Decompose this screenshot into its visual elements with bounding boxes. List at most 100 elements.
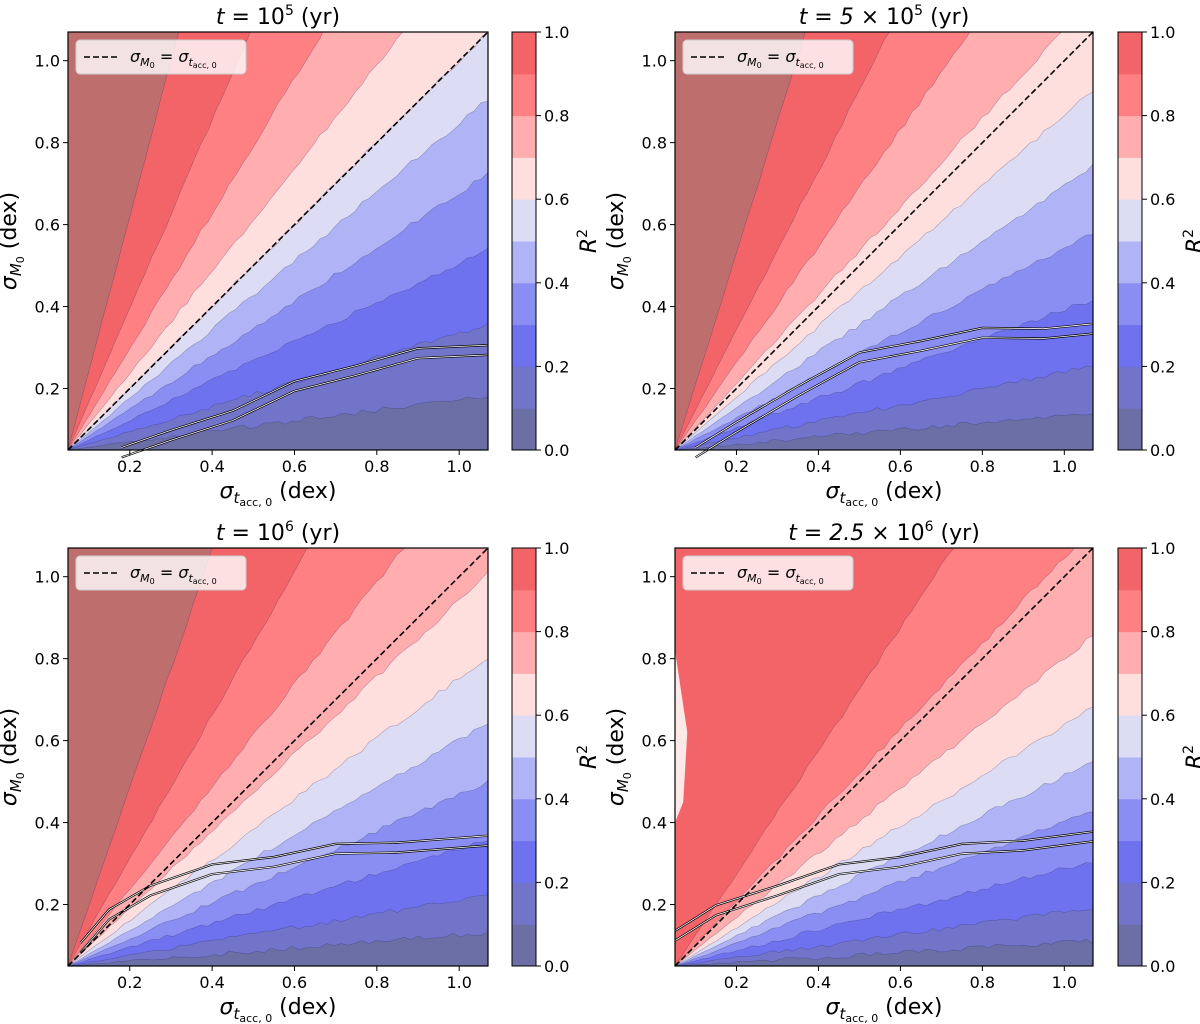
y-tick-label: 0.2	[35, 380, 60, 399]
y-tick-label: 0.6	[642, 216, 667, 235]
colorbar-tick-label: 0.6	[1150, 190, 1175, 209]
colorbar-segment	[1118, 673, 1142, 716]
colorbar-segment	[512, 673, 536, 716]
colorbar-segment	[1118, 840, 1142, 883]
colorbar-segment	[1118, 157, 1142, 200]
colorbar-label: R2	[575, 229, 602, 253]
x-tick-label: 1.0	[446, 457, 471, 476]
colorbar-label: R2	[1181, 745, 1200, 769]
x-axis-label: σtacc, 0 (dex)	[826, 479, 943, 509]
colorbar-segment	[512, 241, 536, 284]
colorbar-tick-label: 0.2	[544, 357, 569, 376]
colorbar-frame	[1117, 31, 1143, 451]
colorbar-segment	[1118, 32, 1142, 75]
colorbar: 0.0 0.2 0.4 0.6 0.8 1.0 R2	[1117, 539, 1200, 976]
x-tick-label: 0.4	[806, 973, 831, 992]
y-tick-label: 1.0	[35, 568, 60, 587]
colorbar-segment	[1118, 924, 1142, 967]
y-tick-label: 0.4	[35, 298, 60, 317]
best-fit-line-inner-2	[80, 835, 489, 944]
x-tick-label: 0.4	[199, 457, 224, 476]
contour-band-white	[675, 650, 688, 823]
colorbar-tick-label: 0.8	[1150, 107, 1175, 126]
y-tick-label: 0.6	[642, 732, 667, 751]
panel-title: t = 5 × 105 (yr)	[799, 3, 970, 30]
y-tick-label: 0.2	[35, 896, 60, 915]
colorbar: 0.0 0.2 0.4 0.6 0.8 1.0 R2	[511, 539, 602, 976]
panel-title: t = 106 (yr)	[216, 519, 340, 546]
x-tick-label: 0.8	[364, 973, 389, 992]
colorbar-segment	[512, 548, 536, 591]
colorbar-segment	[1118, 715, 1142, 758]
colorbar-segment	[512, 73, 536, 117]
colorbar-segment	[1118, 199, 1142, 242]
colorbar-segment	[1118, 589, 1142, 633]
colorbar-tick-label: 0.2	[1150, 873, 1175, 892]
colorbar-segment	[1118, 757, 1142, 800]
x-axis-label: σtacc, 0 (dex)	[220, 995, 337, 1024]
colorbar-segment	[512, 589, 536, 633]
axes-frame	[67, 31, 489, 451]
colorbar-tick-label: 0.6	[1150, 706, 1175, 725]
x-tick-label: 0.4	[199, 973, 224, 992]
legend: σM0 = σtacc, 0	[682, 39, 854, 75]
colorbar-label: R2	[575, 745, 602, 769]
colorbar-tick-label: 0.8	[544, 107, 569, 126]
colorbar-segment	[1118, 241, 1142, 284]
colorbar-segment	[1118, 408, 1142, 451]
colorbar-frame	[511, 547, 537, 967]
contour-band-10	[68, 548, 213, 966]
x-tick-label: 0.8	[970, 973, 995, 992]
colorbar-tick-label: 1.0	[544, 539, 569, 558]
panel-1: 0.2 0.4 0.6 0.8 1.0 0.2 0.4 0.6 0.8 1.0 t = 105 (y…	[0, 3, 602, 509]
x-tick-label: 0.8	[970, 457, 995, 476]
colorbar-segment	[512, 324, 536, 367]
colorbar-segment	[1118, 631, 1142, 674]
colorbar-segment	[512, 282, 536, 326]
contour-band-10	[68, 32, 180, 450]
y-tick-label: 1.0	[642, 568, 667, 587]
colorbar-segment	[512, 366, 536, 409]
x-axis-label: σtacc, 0 (dex)	[826, 995, 943, 1024]
best-fit-line-inner-1	[121, 354, 489, 458]
legend-label: σM0 = σtacc, 0	[130, 563, 217, 586]
x-tick-label: 0.6	[282, 973, 307, 992]
x-tick-label: 1.0	[1052, 457, 1077, 476]
colorbar-frame	[1117, 547, 1143, 967]
legend: σM0 = σtacc, 0	[682, 555, 854, 591]
colorbar-tick-label: 0.2	[1150, 357, 1175, 376]
best-fit-line-inner-2	[674, 831, 1094, 932]
x-tick-label: 0.6	[888, 973, 913, 992]
y-tick-label: 0.8	[642, 650, 667, 669]
colorbar-tick-label: 0.0	[1150, 441, 1175, 460]
axes-frame	[674, 31, 1094, 451]
best-fit-line-inner-1	[80, 845, 489, 954]
colorbar-tick-label: 1.0	[1150, 539, 1175, 558]
x-tick-label: 0.6	[282, 457, 307, 476]
legend: σM0 = σtacc, 0	[75, 39, 247, 75]
colorbar-segment	[512, 798, 536, 842]
colorbar-tick-label: 0.8	[1150, 623, 1175, 642]
panel-title: t = 2.5 × 106 (yr)	[788, 519, 980, 546]
x-tick-label: 0.6	[888, 457, 913, 476]
y-axis-label: σM0 (dex)	[604, 192, 634, 290]
x-tick-label: 0.2	[117, 457, 142, 476]
colorbar-segment	[512, 715, 536, 758]
colorbar-segment	[512, 115, 536, 158]
colorbar-tick-label: 0.4	[1150, 274, 1175, 293]
colorbar-segment	[1118, 73, 1142, 117]
colorbar-segment	[1118, 115, 1142, 158]
x-tick-label: 0.4	[806, 457, 831, 476]
y-tick-label: 0.6	[35, 732, 60, 751]
colorbar-segment	[512, 631, 536, 674]
colorbar-tick-label: 0.4	[1150, 790, 1175, 809]
colorbar-tick-label: 0.8	[544, 623, 569, 642]
x-tick-label: 1.0	[446, 973, 471, 992]
colorbar-tick-label: 1.0	[544, 23, 569, 42]
colorbar-label: R2	[1181, 229, 1200, 253]
colorbar-frame	[511, 31, 537, 451]
colorbar: 0.0 0.2 0.4 0.6 0.8 1.0 R2	[1117, 23, 1200, 460]
